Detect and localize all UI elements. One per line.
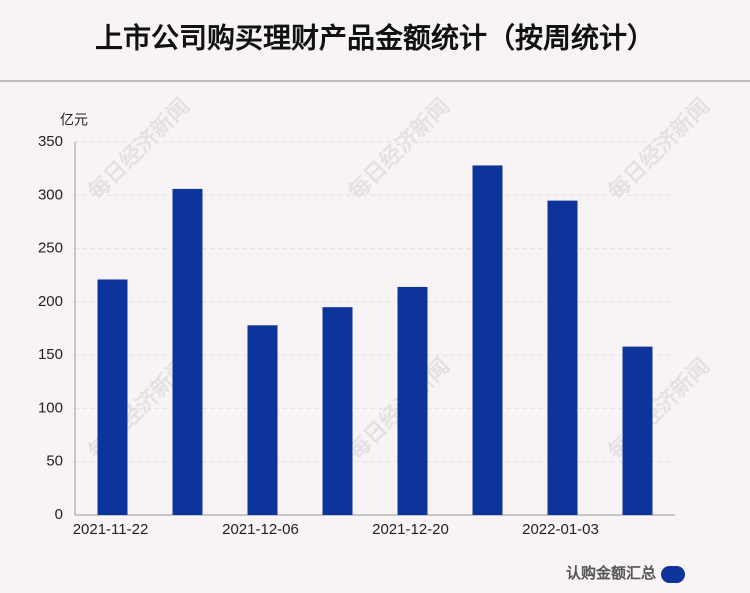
y-tick-label: 100 xyxy=(38,399,63,416)
bar xyxy=(172,188,203,516)
bar xyxy=(622,346,653,515)
bar xyxy=(247,325,278,515)
x-tick-label: 2022-01-03 xyxy=(522,521,599,538)
bar xyxy=(97,279,128,515)
bar xyxy=(397,286,428,515)
bar xyxy=(547,200,578,515)
y-tick-label: 250 xyxy=(38,240,63,257)
y-tick-label: 300 xyxy=(38,186,63,203)
bar xyxy=(322,307,353,515)
y-tick-label: 0 xyxy=(55,506,63,523)
y-tick-label: 200 xyxy=(38,293,63,310)
x-tick-label: 2021-12-06 xyxy=(222,521,299,538)
chart-title: 上市公司购买理财产品金额统计（按周统计） xyxy=(95,21,655,53)
y-tick-label: 150 xyxy=(38,346,63,363)
x-tick-label: 2021-11-22 xyxy=(73,521,149,538)
legend-swatch xyxy=(661,566,685,583)
x-tick-label: 2021-12-20 xyxy=(372,521,449,538)
y-unit: 亿元 xyxy=(60,112,88,128)
legend-label: 认购金额汇总 xyxy=(566,564,656,582)
y-tick-label: 50 xyxy=(46,453,63,470)
bar xyxy=(472,165,503,515)
y-tick-label: 350 xyxy=(38,133,63,150)
